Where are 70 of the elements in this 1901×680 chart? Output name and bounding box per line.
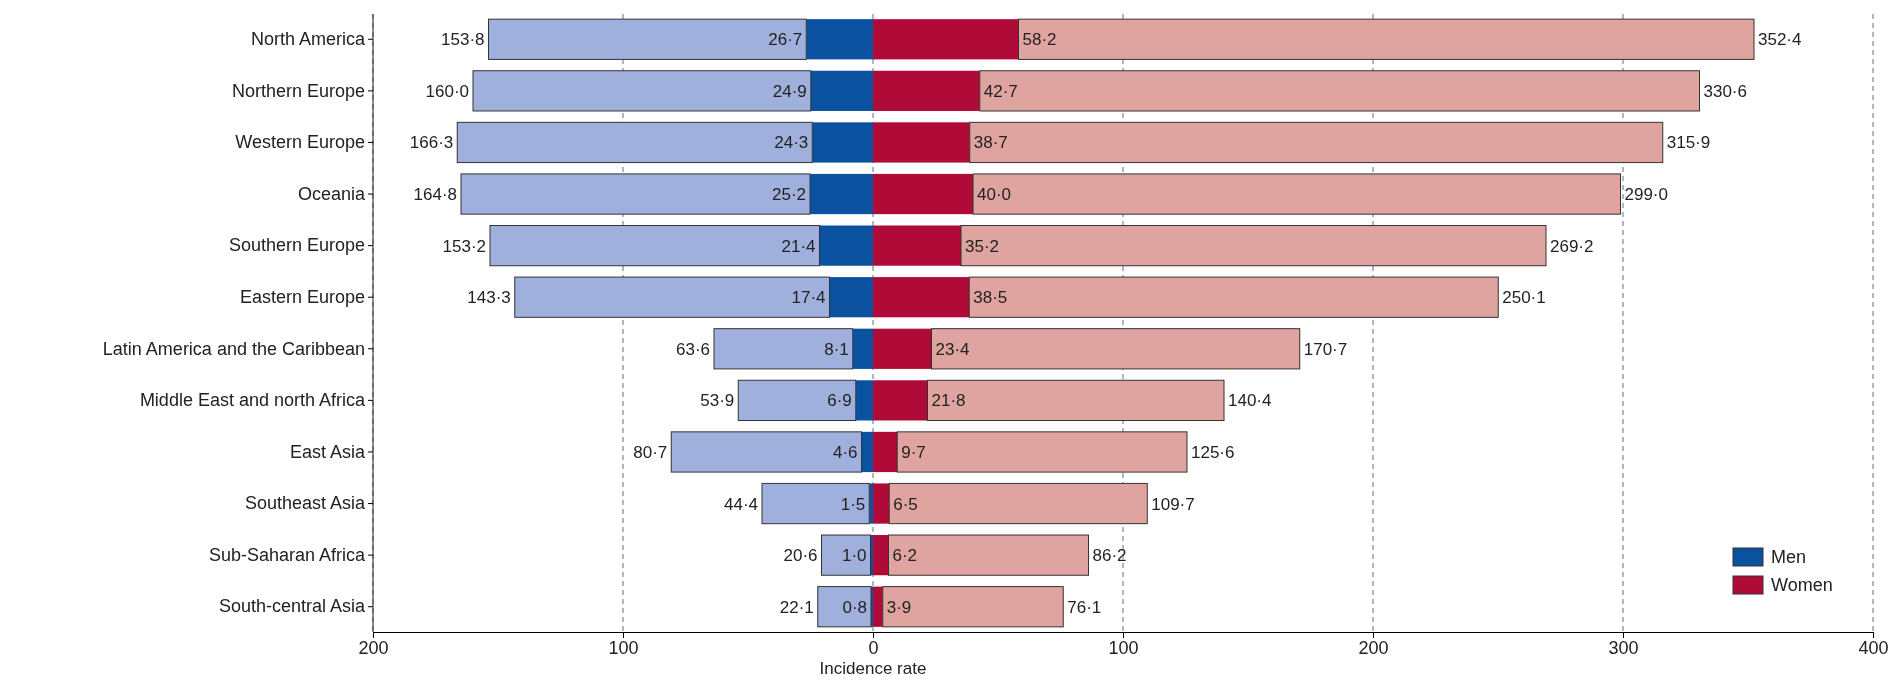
annotation: 38·7: [973, 133, 1008, 153]
annotation: 166·3: [409, 133, 454, 153]
annotation: 250·1: [1502, 288, 1546, 308]
y-tick-label: Southern Europe: [228, 235, 365, 256]
x-tick-label: 100: [1108, 637, 1139, 658]
annotation: 3·9: [886, 597, 912, 617]
annotation: 26·7: [768, 30, 803, 50]
legend-label: Men: [1771, 547, 1807, 568]
annotation: 8·1: [824, 339, 849, 359]
annotation: 0·8: [842, 597, 867, 617]
annotation: 42·7: [983, 81, 1018, 101]
y-tick-label: Middle East and north Africa: [139, 390, 366, 411]
annotation: 299·0: [1624, 184, 1668, 204]
x-tick-label: 400: [1858, 637, 1889, 658]
annotation: 125·6: [1191, 442, 1235, 462]
annotation: 140·4: [1228, 391, 1272, 411]
y-tick-label: Southeast Asia: [244, 493, 366, 514]
y-tick-label: South-central Asia: [218, 596, 366, 617]
annotation: 9·7: [901, 442, 926, 462]
annotation: 86·2: [1092, 546, 1127, 566]
annotation: 22·1: [779, 597, 814, 617]
annotation: 25·2: [771, 184, 806, 204]
annotation: 352·4: [1758, 30, 1802, 50]
annotation: 153·2: [442, 236, 486, 256]
annotation: 58·2: [1022, 30, 1057, 50]
annotation: 153·8: [441, 30, 485, 50]
annotation: 38·5: [973, 288, 1008, 308]
y-tick-label: East Asia: [289, 441, 366, 462]
annotation: 20·6: [783, 546, 818, 566]
annotation: 44·4: [723, 494, 758, 514]
y-tick-label: North America: [250, 29, 366, 50]
y-tick-label: Northern Europe: [231, 80, 365, 101]
annotation: 269·2: [1550, 236, 1594, 256]
annotation: 109·7: [1151, 494, 1195, 514]
annotation: 21·4: [781, 236, 816, 256]
x-tick-label: 100: [608, 637, 639, 658]
y-tick-label: Latin America and the Caribbean: [102, 338, 365, 359]
annotation: 76·1: [1067, 597, 1102, 617]
annotation: 24·9: [772, 81, 807, 101]
annotation: 164·8: [413, 184, 457, 204]
y-tick-label: Oceania: [297, 183, 366, 204]
legend-label: Women: [1771, 575, 1833, 596]
annotation: 17·4: [791, 288, 826, 308]
annotation: 143·3: [467, 288, 511, 308]
annotation: 6·2: [892, 546, 918, 566]
annotation: 1·0: [841, 546, 867, 566]
y-tick-label: Eastern Europe: [239, 286, 365, 307]
x-tick-label: 300: [1608, 637, 1639, 658]
annotation: 53·9: [700, 391, 735, 411]
y-tick-label: Sub-Saharan Africa: [208, 544, 366, 565]
annotation: 160·0: [425, 81, 469, 101]
annotation: 6·5: [893, 494, 918, 514]
x-axis-title: Incidence rate: [819, 659, 927, 678]
x-tick-label: 0: [868, 637, 879, 658]
annotation: 21·8: [931, 391, 966, 411]
annotation: 1·5: [840, 494, 866, 514]
annotation: 63·6: [675, 339, 710, 359]
annotation: 330·6: [1703, 81, 1747, 101]
annotation: 35·2: [965, 236, 1000, 256]
annotation: 80·7: [633, 442, 668, 462]
annotation: 4·6: [832, 442, 858, 462]
y-tick-label: Western Europe: [235, 132, 365, 153]
annotation: 170·7: [1303, 339, 1348, 359]
x-tick-label: 200: [358, 637, 389, 658]
annotation: 40·0: [977, 184, 1012, 204]
annotation: 24·3: [774, 133, 809, 153]
annotation: 315·9: [1666, 133, 1711, 153]
annotation: 23·4: [935, 339, 970, 359]
annotation: 6·9: [827, 391, 852, 411]
x-tick-label: 200: [1358, 637, 1389, 658]
